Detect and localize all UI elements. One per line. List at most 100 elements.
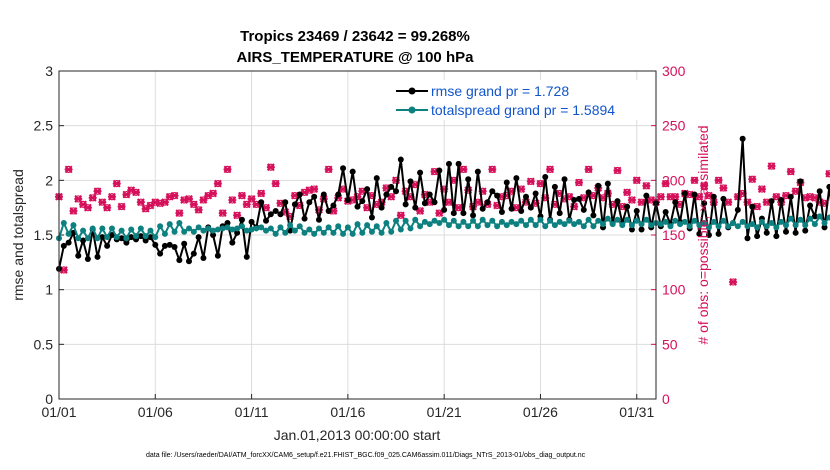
- rmse-point: [638, 226, 645, 233]
- rmse-point: [527, 204, 534, 211]
- totalspread-point: [195, 224, 202, 231]
- y-right-tick-label: 50: [662, 336, 678, 352]
- totalspread-point: [604, 215, 611, 222]
- rmse-point: [720, 195, 727, 202]
- totalspread-point: [152, 234, 159, 241]
- totalspread-point: [248, 226, 255, 233]
- rmse-point: [104, 242, 111, 249]
- rmse-point: [484, 199, 491, 206]
- rmse-point: [532, 190, 539, 197]
- rmse-point: [296, 191, 303, 198]
- totalspread-point: [667, 223, 674, 230]
- rmse-point: [171, 244, 178, 251]
- totalspread-point: [701, 219, 708, 226]
- totalspread-point: [734, 223, 741, 230]
- totalspread-point: [498, 218, 505, 225]
- rmse-point: [816, 188, 823, 195]
- totalspread-point: [157, 223, 164, 230]
- totalspread-point: [263, 227, 270, 234]
- totalspread-point: [782, 222, 789, 229]
- rmse-point: [445, 160, 452, 167]
- rmse-point: [551, 183, 558, 190]
- rmse-point: [364, 186, 371, 193]
- rmse-point: [778, 197, 785, 204]
- totalspread-point: [595, 217, 602, 224]
- obs-assimilated-point: [536, 179, 545, 188]
- x-tick-label: 01/06: [138, 404, 173, 420]
- rmse-point: [782, 228, 789, 235]
- totalspread-point: [744, 223, 751, 230]
- obs-assimilated-point: [223, 165, 232, 174]
- obs-assimilated-point: [170, 191, 179, 200]
- totalspread-point: [344, 224, 351, 231]
- rmse-point: [176, 257, 183, 264]
- obs-assimilated-point: [729, 278, 738, 286]
- rmse-point: [243, 253, 250, 260]
- rmse-point: [474, 168, 481, 175]
- rmse-point: [580, 206, 587, 213]
- rmse-point: [739, 135, 746, 142]
- totalspread-point: [590, 223, 597, 230]
- rmse-point: [604, 180, 611, 187]
- rmse-point: [465, 176, 472, 183]
- totalspread-point: [108, 225, 115, 232]
- totalspread-point: [364, 222, 371, 229]
- totalspread-point: [686, 223, 693, 230]
- totalspread-point: [311, 230, 318, 237]
- totalspread-point: [474, 223, 481, 230]
- totalspread-point: [340, 230, 347, 237]
- totalspread-point: [527, 216, 534, 223]
- legend: rmse grand pr = 1.728 totalspread grand …: [393, 80, 651, 120]
- y-left-tick-label: 0: [45, 391, 53, 407]
- totalspread-point: [238, 223, 245, 230]
- x-tick-label: 01/21: [427, 404, 462, 420]
- rmse-point: [402, 201, 409, 208]
- x-tick-label: 01/01: [41, 404, 76, 420]
- totalspread-point: [393, 217, 400, 224]
- obs-assimilated-point: [690, 176, 699, 185]
- totalspread-point: [816, 213, 823, 220]
- totalspread-point: [421, 218, 428, 225]
- totalspread-point: [185, 225, 192, 232]
- totalspread-point: [354, 221, 361, 228]
- obs-assimilated-point: [233, 211, 242, 220]
- rmse-point: [373, 175, 380, 182]
- obs-assimilated-point: [324, 165, 333, 174]
- obs-assimilated-point: [623, 188, 632, 197]
- rmse-point: [190, 250, 197, 257]
- obs-assimilated-point: [584, 165, 593, 174]
- totalspread-point: [335, 223, 342, 230]
- rmse-point: [412, 204, 419, 211]
- totalspread-point: [566, 217, 573, 224]
- totalspread-point: [778, 218, 785, 225]
- totalspread-point: [402, 217, 409, 224]
- rmse-point: [763, 229, 770, 236]
- rmse-point: [263, 217, 270, 224]
- y-right-tick-label: 0: [662, 391, 670, 407]
- totalspread-point: [383, 219, 390, 226]
- obs-assimilated-point: [637, 198, 646, 207]
- obs-assimilated-point: [825, 169, 830, 178]
- rmse-point: [681, 190, 688, 197]
- legend-spread-label: totalspread grand pr = 1.5894: [431, 102, 615, 118]
- totalspread-point: [826, 214, 830, 221]
- totalspread-point: [378, 229, 385, 236]
- rmse-point: [436, 167, 443, 174]
- obs-assimilated-point: [237, 191, 246, 200]
- totalspread-point: [142, 233, 149, 240]
- totalspread-point: [494, 223, 501, 230]
- totalspread-point: [99, 225, 106, 232]
- obs-assimilated-point: [218, 209, 227, 218]
- rmse-point: [248, 218, 255, 225]
- rmse-point: [378, 204, 385, 211]
- chart-title-line2: AIRS_TEMPERATURE @ 100 hPa: [237, 49, 475, 66]
- rmse-point: [571, 197, 578, 204]
- obs-assimilated-point: [574, 178, 583, 187]
- totalspread-point: [479, 216, 486, 223]
- rmse-point: [787, 193, 794, 200]
- totalspread-point: [470, 217, 477, 224]
- rmse-point: [754, 233, 761, 240]
- obs-assimilated-point: [661, 179, 670, 188]
- rmse-point: [691, 191, 698, 198]
- y-right-tick-label: 300: [662, 63, 686, 79]
